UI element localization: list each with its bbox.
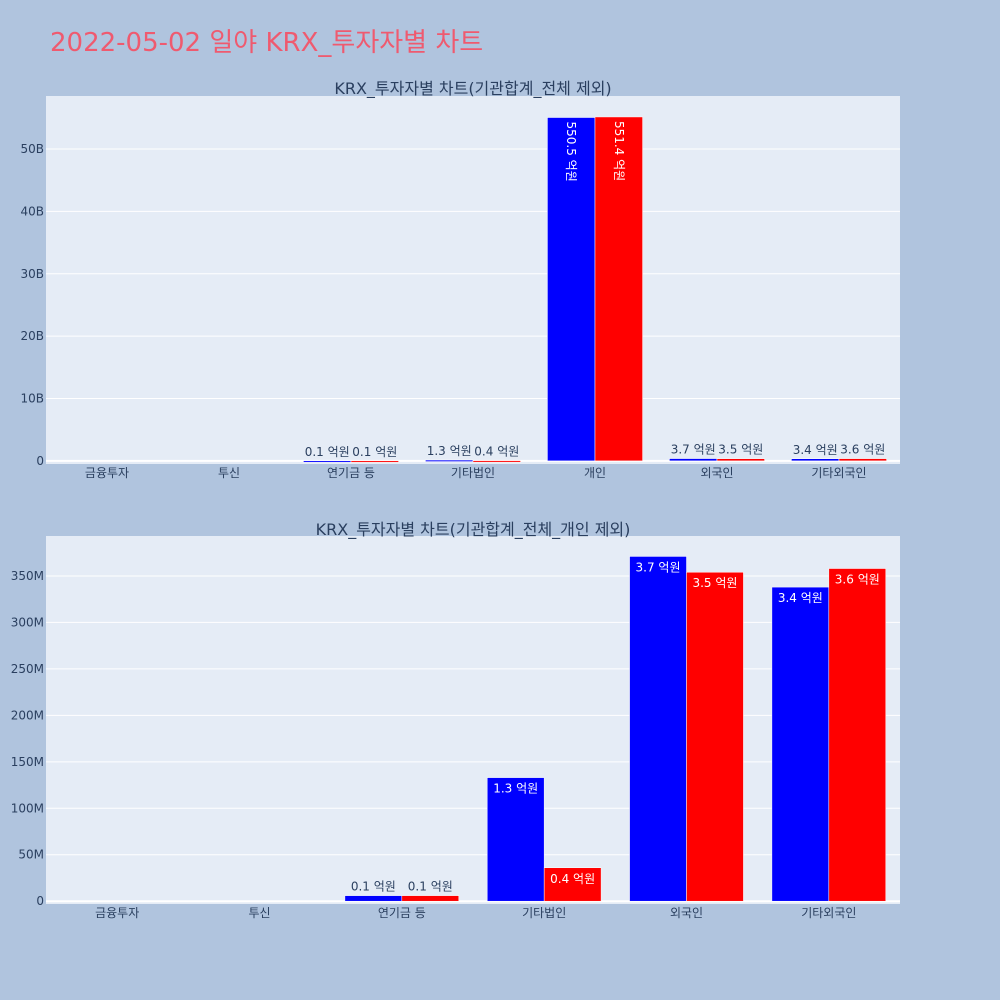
chart-panel-1: 0 10B 20B 30B 40B 50B KRX_투자자별 차트(기관합계_전체 제외) 금…	[20, 79, 900, 480]
bar	[669, 458, 718, 462]
x-tick-label: 기타법인	[451, 466, 495, 480]
bar-data-label: 0.1 억원	[352, 445, 397, 459]
y-tick-label: 0	[36, 454, 44, 468]
x-tick-label: 외국인	[700, 466, 733, 480]
x-tick-label: 금융투자	[85, 466, 129, 480]
y-tick-label: 350M	[11, 569, 44, 583]
y-tick-label: 30B	[20, 267, 44, 281]
bar-data-label: 3.6 억원	[835, 573, 880, 587]
bar-data-label: 0.1 억원	[351, 880, 396, 894]
bar-data-label: 551.4 억원	[612, 121, 626, 181]
bar	[425, 459, 474, 462]
bar-data-label: 3.7 억원	[636, 560, 681, 574]
y-tick-label: 40B	[20, 204, 44, 218]
x-tick-label: 투신	[248, 906, 270, 920]
bar	[686, 571, 744, 902]
bar-data-label: 0.1 억원	[408, 880, 453, 894]
bar-data-label: 0.4 억원	[474, 445, 519, 459]
bar-data-label: 3.5 억원	[718, 443, 763, 457]
bar-data-label: 3.5 억원	[692, 576, 737, 590]
x-tick-label: 연기금 등	[378, 906, 426, 920]
x-tick-label: 연기금 등	[327, 466, 375, 480]
chart-title: KRX_투자자별 차트(기관합계_전체 제외)	[334, 79, 611, 99]
y-tick-label: 250M	[11, 662, 44, 676]
y-tick-label: 50M	[18, 848, 44, 862]
bar	[716, 458, 765, 462]
x-tick-label: 외국인	[670, 906, 703, 920]
bar	[838, 458, 887, 462]
y-tick-label: 0	[36, 894, 44, 908]
y-tick-label: 10B	[20, 392, 44, 406]
bar	[771, 586, 830, 902]
bar	[472, 460, 521, 463]
bar	[543, 867, 602, 902]
bar-data-label: 1.3 억원	[493, 782, 538, 796]
bar	[629, 556, 687, 902]
y-tick-label: 50B	[20, 142, 44, 156]
bar-data-label: 3.6 억원	[840, 443, 885, 457]
bar-data-label: 3.7 억원	[671, 443, 716, 457]
main-title: 2022-05-02 일야 KRX_투자자별 차트	[50, 28, 484, 58]
bar	[344, 895, 403, 902]
y-tick-label: 100M	[11, 801, 44, 815]
chart-title: KRX_투자자별 차트(기관합계_전체_개인 제외)	[316, 520, 631, 540]
bar	[791, 458, 840, 462]
x-tick-label: 기타외국인	[801, 906, 856, 920]
x-tick-label: 기타외국인	[811, 466, 866, 480]
y-tick-label: 300M	[11, 615, 44, 629]
x-tick-label: 금융투자	[95, 906, 139, 920]
bar-data-label: 0.1 억원	[305, 445, 350, 459]
plot-background	[46, 536, 900, 904]
x-tick-label: 개인	[584, 466, 606, 480]
bar-data-label: 0.4 억원	[550, 872, 595, 886]
bar-data-label: 3.4 억원	[778, 591, 823, 605]
bar	[401, 895, 460, 902]
bar-data-label: 550.5 억원	[564, 122, 578, 182]
bar-data-label: 1.3 억원	[427, 444, 472, 458]
bar	[594, 116, 643, 462]
plot-background	[46, 96, 900, 464]
bar	[828, 568, 887, 902]
x-tick-label: 투신	[218, 466, 240, 480]
bar	[486, 777, 545, 902]
bar-data-label: 3.4 억원	[793, 443, 838, 457]
x-tick-label: 기타법인	[522, 906, 566, 920]
y-tick-label: 150M	[11, 755, 44, 769]
bar	[303, 460, 352, 463]
chart-panel-2: 0 50M 100M 150M 200M 250M 300M 350M KRX_투자자별 차트(…	[11, 520, 900, 920]
bar	[350, 460, 399, 463]
y-tick-label: 200M	[11, 708, 44, 722]
y-tick-label: 20B	[20, 329, 44, 343]
